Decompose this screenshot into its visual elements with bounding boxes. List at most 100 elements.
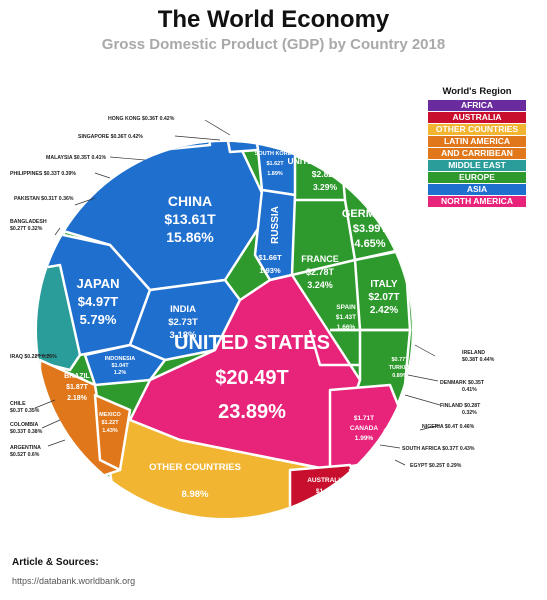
label-france-share: 3.24%: [307, 280, 333, 290]
callout-label: 0.41%: [462, 387, 477, 393]
legend-item: MIDDLE EAST: [428, 160, 526, 171]
callout-label: EGYPT $0.25T 0.29%: [410, 463, 462, 469]
label-australia-name: AUSTRALIA: [307, 477, 345, 484]
label-canada-share: 1.99%: [355, 435, 374, 442]
callout-labels: HONG KONG $0.36T 0.42% SINGAPORE $0.36T …: [10, 116, 495, 469]
label-japan-gdp: $4.97T: [78, 294, 119, 309]
callout-lines: [34, 119, 441, 466]
legend-item: NORTH AMERICA: [428, 196, 526, 207]
sources-title: Article & Sources:: [12, 557, 99, 568]
callout-label: BANGLADESH: [10, 219, 47, 225]
label-russia-gdp: $1.66T: [258, 253, 282, 262]
label-australia-share: 1.67%: [317, 499, 336, 506]
chart-subtitle: Gross Domestic Product (GDP) by Country …: [101, 36, 446, 53]
label-japan-share: 5.79%: [80, 312, 117, 327]
label-india-gdp: $2.73T: [168, 317, 198, 328]
label-canada-name: CANADA: [350, 425, 378, 432]
label-canada-gdp: $1.71T: [354, 415, 374, 422]
callout-label: MALAYSIA $0.35T 0.41%: [46, 155, 107, 161]
legend: World's Region AFRICA AUSTRALIA OTHER COUN…: [428, 86, 526, 208]
label-australia-gdp: $1.43T: [316, 488, 336, 495]
label-south-korea-share: 1.89%: [267, 171, 283, 177]
label-italy-name: ITALY: [370, 279, 398, 290]
label-us-name: UNITED STATES: [174, 332, 330, 354]
label-us-share: 23.89%: [218, 401, 286, 423]
callout-label: NIGERIA $0.4T 0.46%: [422, 424, 475, 430]
cell-taiwan: [223, 142, 260, 154]
legend-item: ASIA: [428, 184, 526, 195]
europe-border-lowlands: [308, 329, 360, 367]
label-south-korea-name: SOUTH KOREA: [255, 151, 296, 157]
label-mexico-gdp: $1.22T: [101, 420, 119, 426]
callout-label: $0.27T 0.32%: [10, 226, 43, 232]
callout-label: HONG KONG $0.36T 0.42%: [108, 116, 175, 122]
sources: Article & Sources: https://databank.worl…: [12, 557, 135, 586]
label-turkey-share: 0.89%: [392, 373, 408, 379]
label-indonesia-name: INDONESIA: [105, 356, 136, 362]
sources-url[interactable]: https://databank.worldbank.org: [12, 576, 136, 586]
callout-label: $0.38T 0.44%: [462, 357, 495, 363]
label-uk-share: 3.29%: [313, 182, 338, 192]
chart-title: The World Economy: [157, 6, 390, 33]
label-germany-gdp: $3.99T: [353, 223, 388, 235]
callout-label: IRAQ $0.22T 0.26%: [10, 354, 57, 360]
label-india-name: INDIA: [170, 304, 196, 315]
label-france-name: FRANCE: [301, 254, 339, 264]
europe-border-turkey: [360, 328, 412, 386]
label-china-name: CHINA: [168, 193, 212, 209]
label-us-gdp: $20.49T: [215, 367, 288, 389]
europe-border-small-2: [409, 288, 413, 302]
label-other-line1: OTHER COUNTRIES: [149, 462, 241, 473]
label-brazil-name: BRAZIL: [64, 373, 90, 380]
label-mexico-share: 1.43%: [102, 428, 118, 434]
callout-label: COLOMBIA: [10, 422, 38, 428]
label-uk-gdp: $2.82T: [312, 169, 339, 179]
label-china-share: 15.86%: [166, 229, 214, 245]
label-brazil-share: 2.18%: [67, 395, 88, 402]
label-mexico-name: MEXICO: [99, 412, 121, 418]
legend-item: EUROPE: [428, 172, 526, 183]
label-france-gdp: $2.78T: [306, 267, 335, 277]
legend-item: OTHER COUNTRIES: [428, 124, 526, 135]
label-uk-name: UNITED KINGDOM: [287, 156, 362, 166]
callout-label: PHILIPPINES $0.33T 0.39%: [10, 171, 76, 177]
callout-label: FINLAND $0.28T: [440, 403, 481, 409]
label-spain-share: 1.66%: [337, 324, 356, 331]
label-italy-share: 2.42%: [370, 305, 398, 316]
label-russia-name: RUSSIA: [270, 206, 281, 244]
label-russia-share: 1.93%: [259, 266, 281, 275]
cell-indonesia: [83, 343, 167, 387]
label-turkey-name: TURKEY: [389, 365, 412, 371]
callout-label: $0.33T 0.38%: [10, 429, 43, 435]
callout-label: ARGENTINA: [10, 445, 41, 451]
label-south-korea-gdp: $1.62T: [266, 161, 284, 167]
legend-item: AND CARRIBEAN: [428, 148, 526, 159]
label-spain-gdp: $1.43T: [336, 314, 356, 321]
label-turkey-gdp: $0.77T: [391, 357, 409, 363]
callout-label: CHILE: [10, 401, 26, 407]
label-germany-share: 4.65%: [354, 238, 385, 250]
label-indonesia-gdp: $1.04T: [111, 363, 129, 369]
cell-middle-east-west: [37, 263, 82, 372]
callout-label: SINGAPORE $0.36T 0.42%: [78, 134, 143, 140]
label-italy-gdp: $2.07T: [368, 292, 399, 303]
callout-label: PAKISTAN $0.31T 0.36%: [14, 196, 74, 202]
callout-label: IRELAND: [462, 350, 485, 356]
legend-item: AUSTRALIA: [428, 112, 526, 123]
callout-label: DENMARK $0.35T: [440, 380, 485, 386]
label-germany-name: GERMANY: [342, 208, 399, 220]
label-china-gdp: $13.61T: [164, 211, 216, 227]
legend-item: LATIN AMERICA: [428, 136, 526, 147]
cell-australia: [288, 463, 372, 518]
label-indonesia-share: 1.2%: [114, 370, 127, 376]
callout-label: SOUTH AFRICA $0.37T 0.43%: [402, 446, 475, 452]
label-india-share: 3.18%: [170, 330, 197, 341]
label-other-share: 8.98%: [182, 489, 209, 500]
callout-label: $0.52T 0.6%: [10, 452, 40, 458]
callout-label: $0.3T 0.35%: [10, 408, 40, 414]
cell-mexico: [93, 393, 132, 472]
cell-hong-kong: [148, 142, 212, 152]
label-brazil-gdp: $1.87T: [66, 384, 89, 391]
callout-label: 0.32%: [462, 410, 477, 416]
